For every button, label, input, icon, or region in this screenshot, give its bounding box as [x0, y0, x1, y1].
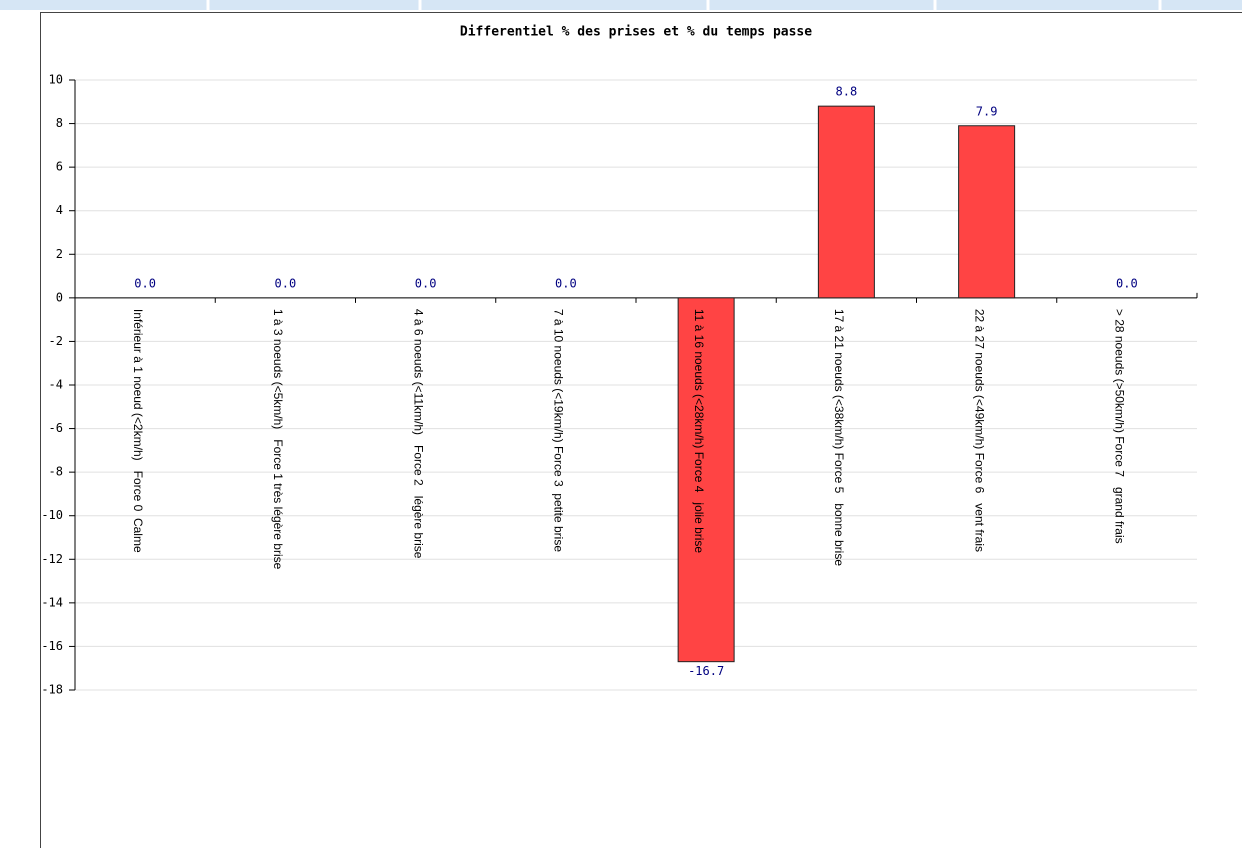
- x-tick-label: 22 à 27 noeuds (<49km/h) Force 6 vent fr…: [972, 309, 986, 552]
- y-tick-label: 10: [49, 73, 63, 87]
- y-tick-label: 0: [56, 290, 63, 304]
- bar: [958, 125, 1016, 299]
- x-tick-label: > 28 noeuds (>50km/h) Force 7 grand frai…: [1113, 309, 1127, 544]
- y-tick-label: -16: [41, 639, 63, 653]
- y-tick-label: 8: [56, 116, 63, 130]
- y-tick-label: -10: [41, 508, 63, 522]
- x-tick-label: 1 à 3 noeuds (<5km/h) Force 1 très légèr…: [271, 309, 285, 570]
- x-tick-label: 4 à 6 noeuds (<11km/h) Force 2 légère br…: [411, 309, 425, 559]
- chart-frame: [40, 12, 1242, 848]
- y-tick-label: -14: [41, 595, 63, 609]
- y-tick-label: 2: [56, 247, 63, 261]
- y-tick-label: -6: [49, 421, 63, 435]
- top-tabs: [0, 0, 1242, 10]
- x-tick-label: 11 à 16 noeuds (<28km/h) Force 4 jolie b…: [692, 309, 706, 554]
- x-tick-label: Inférieur à 1 noeud (<2km/h) Force 0 Cal…: [131, 309, 145, 553]
- bar: [817, 105, 875, 299]
- y-tick-label: 6: [56, 160, 63, 174]
- value-label: 0.0: [555, 276, 577, 290]
- y-tick-label: -18: [41, 683, 63, 697]
- y-tick-label: -8: [49, 465, 63, 479]
- chart-title: Differentiel % des prises et % du temps …: [460, 25, 812, 40]
- x-tick-label: 7 à 10 noeuds (<19km/h) Force 3 petite b…: [552, 309, 566, 552]
- value-label: 8.8: [836, 85, 858, 99]
- y-tick-label: 4: [56, 203, 63, 217]
- bar: [677, 297, 735, 663]
- x-tick-label: 17 à 21 noeuds (<38km/h) Force 5 bonne b…: [832, 309, 846, 566]
- y-tick-label: -4: [49, 378, 63, 392]
- value-label: 0.0: [415, 276, 437, 290]
- value-label: 7.9: [976, 104, 998, 118]
- y-tick-label: -12: [41, 552, 63, 566]
- value-label: 0.0: [275, 276, 297, 290]
- tab-strip: [0, 0, 1242, 10]
- y-tick-label: -2: [49, 334, 63, 348]
- value-label: 0.0: [134, 276, 156, 290]
- value-label: -16.7: [688, 664, 724, 678]
- value-label: 0.0: [1116, 276, 1138, 290]
